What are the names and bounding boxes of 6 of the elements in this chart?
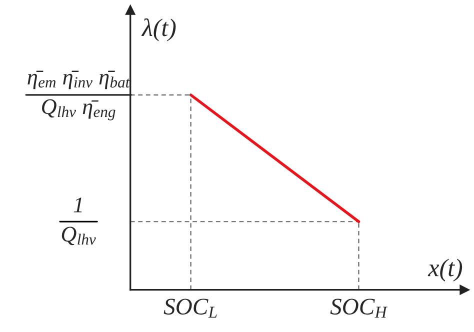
x-tick-label: SOC$_{H}$	[330, 298, 388, 318]
x-axis-title: x(t)	[428, 258, 462, 282]
y-axis-title: λ(t)	[141, 18, 176, 42]
text: η̄$_{em}$ η̄$_{inv}$ η̄$_{bat}$ Q$_{lhv}$ η̄$_{eng}$	[28, 70, 130, 120]
text: 1 Q$_{lhv}$	[62, 198, 96, 246]
x-tick-label: SOC$_{L}$	[164, 298, 217, 318]
